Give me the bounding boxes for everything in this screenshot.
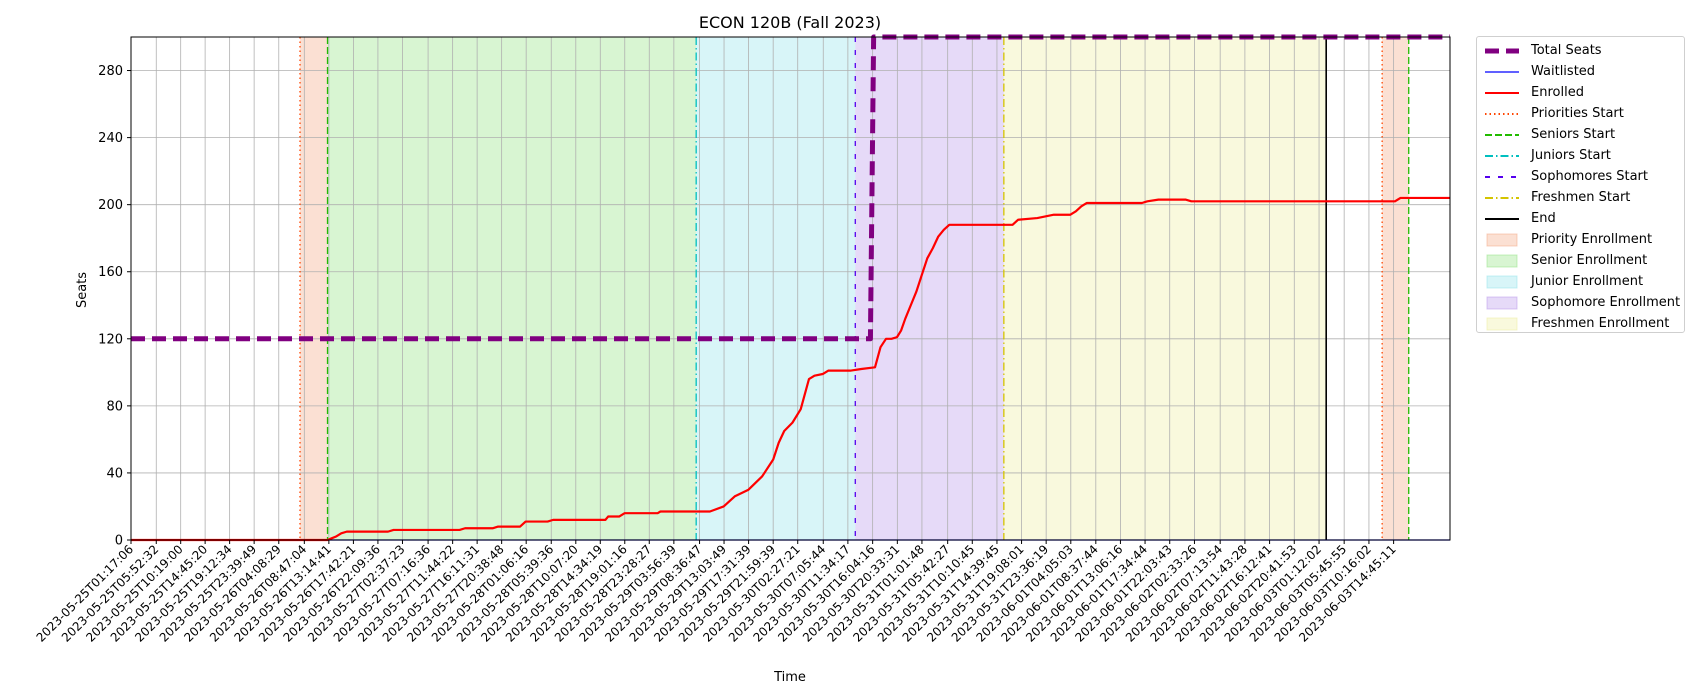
legend-label: Freshmen Enrollment — [1531, 316, 1670, 331]
legend-label: Sophomore Enrollment — [1531, 295, 1681, 310]
legend-label: Total Seats — [1531, 43, 1602, 58]
legend-swatch — [1483, 107, 1521, 121]
legend-swatch — [1483, 149, 1521, 163]
legend-swatch — [1483, 65, 1521, 79]
legend-item-enrolled: Enrolled — [1483, 82, 1684, 103]
legend-label: Freshmen Start — [1531, 190, 1631, 205]
x-axis-ticks: 2023-05-25T01:17:062023-05-25T05:52:3220… — [34, 540, 1399, 645]
legend-item-end: End — [1483, 208, 1684, 229]
legend-label: Waitlisted — [1531, 64, 1596, 79]
legend-swatch — [1483, 170, 1521, 184]
legend-item-sophomore-enrollment: Sophomore Enrollment — [1483, 292, 1684, 313]
legend-swatch — [1483, 86, 1521, 100]
legend-item-freshmen-start: Freshmen Start — [1483, 187, 1684, 208]
enrollment-regions — [300, 37, 1409, 540]
legend-item-senior-enrollment: Senior Enrollment — [1483, 250, 1684, 271]
legend-item-seniors-start: Seniors Start — [1483, 124, 1684, 145]
legend-label: Priority Enrollment — [1531, 232, 1653, 247]
legend-label: Juniors Start — [1531, 148, 1611, 163]
legend-label: Seniors Start — [1531, 127, 1616, 142]
legend-label: Junior Enrollment — [1531, 274, 1644, 289]
region-priority-enrollment — [1382, 37, 1409, 540]
legend-label: Enrolled — [1531, 85, 1584, 100]
x-axis-label: Time — [773, 670, 806, 685]
legend-item-juniors-start: Juniors Start — [1483, 145, 1684, 166]
region-sophomore-enrollment — [855, 37, 1004, 540]
region-senior-enrollment — [327, 37, 697, 540]
y-tick-label: 40 — [106, 466, 123, 481]
legend-label: Priorities Start — [1531, 106, 1624, 121]
legend-swatch — [1483, 212, 1521, 226]
legend-swatch — [1483, 296, 1521, 310]
y-tick-label: 80 — [106, 399, 123, 414]
region-junior-enrollment — [696, 37, 856, 540]
plot-frame — [130, 36, 1451, 541]
legend-item-waitlisted: Waitlisted — [1483, 61, 1684, 82]
phase-markers — [299, 37, 1410, 540]
legend-swatch — [1483, 44, 1521, 58]
legend-label: Senior Enrollment — [1531, 253, 1648, 268]
y-tick-label: 0 — [115, 534, 123, 549]
series-enrolled — [131, 196, 1450, 542]
legend-label: End — [1531, 211, 1556, 226]
y-tick-label: 280 — [98, 64, 123, 79]
legend-swatch — [1483, 275, 1521, 289]
y-tick-label: 240 — [98, 131, 123, 146]
y-tick-label: 200 — [98, 198, 123, 213]
y-tick-label: 160 — [98, 265, 123, 280]
legend-swatch — [1483, 128, 1521, 142]
chart-title: ECON 120B (Fall 2023) — [699, 13, 881, 32]
region-freshmen-enrollment — [1003, 37, 1327, 540]
legend-item-priority-enrollment: Priority Enrollment — [1483, 229, 1684, 250]
legend-swatch — [1483, 254, 1521, 268]
legend-swatch — [1483, 317, 1521, 331]
legend-item-freshmen-enrollment: Freshmen Enrollment — [1483, 313, 1684, 334]
legend-swatch — [1483, 233, 1521, 247]
chart-legend: Total Seats Waitlisted Enrolled Priorities … — [1476, 36, 1685, 333]
legend-label: Sophomores Start — [1531, 169, 1648, 184]
y-tick-label: 120 — [98, 332, 123, 347]
y-axis-label: Seats — [75, 272, 90, 308]
y-axis-ticks: 0 40 80 120 160 200 240 280 — [98, 64, 131, 549]
legend-item-junior-enrollment: Junior Enrollment — [1483, 271, 1684, 292]
legend-item-total-seats: Total Seats — [1483, 40, 1684, 61]
legend-swatch — [1483, 191, 1521, 205]
legend-item-sophomores-start: Sophomores Start — [1483, 166, 1684, 187]
legend-item-priorities-start: Priorities Start — [1483, 103, 1684, 124]
